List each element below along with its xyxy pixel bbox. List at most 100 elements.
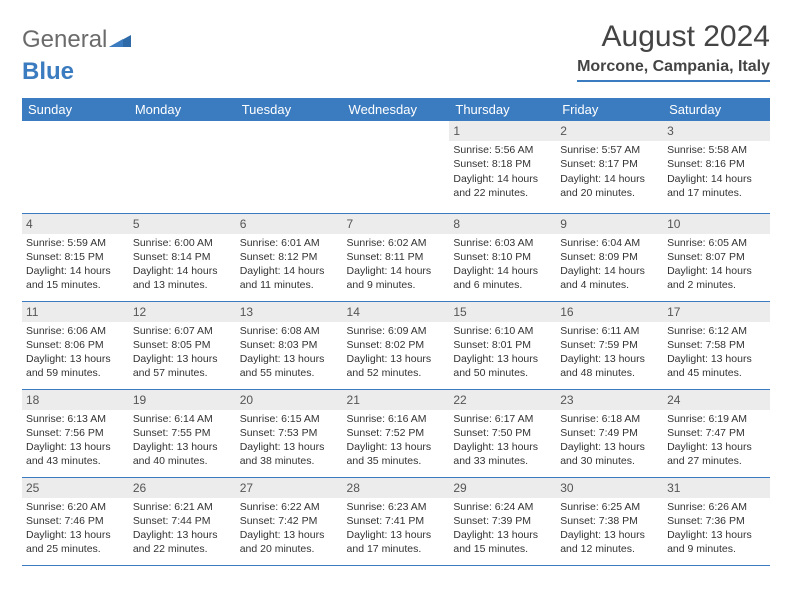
calendar-day-cell	[236, 121, 343, 213]
calendar-day-cell: 26Sunrise: 6:21 AMSunset: 7:44 PMDayligh…	[129, 477, 236, 565]
calendar-day-cell: 14Sunrise: 6:09 AMSunset: 8:02 PMDayligh…	[343, 301, 450, 389]
month-title: August 2024	[577, 20, 770, 54]
daylight-text: Daylight: 13 hours and 40 minutes.	[133, 440, 232, 468]
day-number: 29	[449, 478, 556, 498]
day-details: Sunrise: 5:58 AMSunset: 8:16 PMDaylight:…	[667, 143, 766, 200]
sunrise-text: Sunrise: 6:21 AM	[133, 500, 232, 514]
daylight-text: Daylight: 14 hours and 11 minutes.	[240, 264, 339, 292]
day-number: 22	[449, 390, 556, 410]
sunrise-text: Sunrise: 6:05 AM	[667, 236, 766, 250]
day-details: Sunrise: 6:07 AMSunset: 8:05 PMDaylight:…	[133, 324, 232, 381]
sunrise-text: Sunrise: 6:25 AM	[560, 500, 659, 514]
sunset-text: Sunset: 8:10 PM	[453, 250, 552, 264]
day-details: Sunrise: 6:15 AMSunset: 7:53 PMDaylight:…	[240, 412, 339, 469]
calendar-day-cell: 21Sunrise: 6:16 AMSunset: 7:52 PMDayligh…	[343, 389, 450, 477]
day-number: 5	[129, 214, 236, 234]
day-details: Sunrise: 6:17 AMSunset: 7:50 PMDaylight:…	[453, 412, 552, 469]
day-number: 31	[663, 478, 770, 498]
sunset-text: Sunset: 8:12 PM	[240, 250, 339, 264]
day-number: 15	[449, 302, 556, 322]
title-block: August 2024 Morcone, Campania, Italy	[577, 20, 770, 82]
sunset-text: Sunset: 7:59 PM	[560, 338, 659, 352]
calendar-day-cell: 13Sunrise: 6:08 AMSunset: 8:03 PMDayligh…	[236, 301, 343, 389]
day-number: 14	[343, 302, 450, 322]
sunrise-text: Sunrise: 6:09 AM	[347, 324, 446, 338]
sunrise-text: Sunrise: 6:01 AM	[240, 236, 339, 250]
sunset-text: Sunset: 7:39 PM	[453, 514, 552, 528]
day-number: 8	[449, 214, 556, 234]
sunrise-text: Sunrise: 6:15 AM	[240, 412, 339, 426]
day-details: Sunrise: 6:18 AMSunset: 7:49 PMDaylight:…	[560, 412, 659, 469]
daylight-text: Daylight: 14 hours and 17 minutes.	[667, 172, 766, 200]
sunset-text: Sunset: 7:42 PM	[240, 514, 339, 528]
day-number	[22, 121, 129, 141]
day-details: Sunrise: 6:25 AMSunset: 7:38 PMDaylight:…	[560, 500, 659, 557]
sunset-text: Sunset: 8:02 PM	[347, 338, 446, 352]
sunrise-text: Sunrise: 5:58 AM	[667, 143, 766, 157]
day-details: Sunrise: 6:19 AMSunset: 7:47 PMDaylight:…	[667, 412, 766, 469]
calendar-day-cell	[343, 121, 450, 213]
calendar-body: 1Sunrise: 5:56 AMSunset: 8:18 PMDaylight…	[22, 121, 770, 565]
daylight-text: Daylight: 14 hours and 13 minutes.	[133, 264, 232, 292]
daylight-text: Daylight: 13 hours and 50 minutes.	[453, 352, 552, 380]
calendar-day-cell: 22Sunrise: 6:17 AMSunset: 7:50 PMDayligh…	[449, 389, 556, 477]
day-details: Sunrise: 6:14 AMSunset: 7:55 PMDaylight:…	[133, 412, 232, 469]
day-details: Sunrise: 6:24 AMSunset: 7:39 PMDaylight:…	[453, 500, 552, 557]
day-number: 11	[22, 302, 129, 322]
day-number: 16	[556, 302, 663, 322]
calendar-day-cell: 19Sunrise: 6:14 AMSunset: 7:55 PMDayligh…	[129, 389, 236, 477]
sunset-text: Sunset: 8:18 PM	[453, 157, 552, 171]
sunset-text: Sunset: 7:52 PM	[347, 426, 446, 440]
sunset-text: Sunset: 8:11 PM	[347, 250, 446, 264]
calendar-day-cell: 6Sunrise: 6:01 AMSunset: 8:12 PMDaylight…	[236, 213, 343, 301]
calendar-day-cell: 10Sunrise: 6:05 AMSunset: 8:07 PMDayligh…	[663, 213, 770, 301]
day-details: Sunrise: 6:22 AMSunset: 7:42 PMDaylight:…	[240, 500, 339, 557]
calendar-day-cell: 4Sunrise: 5:59 AMSunset: 8:15 PMDaylight…	[22, 213, 129, 301]
day-number: 1	[449, 121, 556, 141]
sunset-text: Sunset: 8:14 PM	[133, 250, 232, 264]
calendar-week-row: 25Sunrise: 6:20 AMSunset: 7:46 PMDayligh…	[22, 477, 770, 565]
sunrise-text: Sunrise: 6:02 AM	[347, 236, 446, 250]
day-details: Sunrise: 6:03 AMSunset: 8:10 PMDaylight:…	[453, 236, 552, 293]
daylight-text: Daylight: 14 hours and 15 minutes.	[26, 264, 125, 292]
sunset-text: Sunset: 8:01 PM	[453, 338, 552, 352]
day-details: Sunrise: 6:10 AMSunset: 8:01 PMDaylight:…	[453, 324, 552, 381]
sunrise-text: Sunrise: 6:17 AM	[453, 412, 552, 426]
day-number: 21	[343, 390, 450, 410]
sunset-text: Sunset: 8:07 PM	[667, 250, 766, 264]
calendar-day-cell: 25Sunrise: 6:20 AMSunset: 7:46 PMDayligh…	[22, 477, 129, 565]
calendar-week-row: 18Sunrise: 6:13 AMSunset: 7:56 PMDayligh…	[22, 389, 770, 477]
day-details: Sunrise: 6:12 AMSunset: 7:58 PMDaylight:…	[667, 324, 766, 381]
daylight-text: Daylight: 13 hours and 38 minutes.	[240, 440, 339, 468]
day-details: Sunrise: 6:08 AMSunset: 8:03 PMDaylight:…	[240, 324, 339, 381]
daylight-text: Daylight: 13 hours and 48 minutes.	[560, 352, 659, 380]
brand-text: GeneralBlue	[22, 26, 131, 86]
sunrise-text: Sunrise: 6:06 AM	[26, 324, 125, 338]
daylight-text: Daylight: 14 hours and 9 minutes.	[347, 264, 446, 292]
day-number: 23	[556, 390, 663, 410]
day-number: 17	[663, 302, 770, 322]
day-number: 20	[236, 390, 343, 410]
day-number: 2	[556, 121, 663, 141]
calendar-day-cell: 31Sunrise: 6:26 AMSunset: 7:36 PMDayligh…	[663, 477, 770, 565]
day-number: 13	[236, 302, 343, 322]
daylight-text: Daylight: 13 hours and 45 minutes.	[667, 352, 766, 380]
sunset-text: Sunset: 8:09 PM	[560, 250, 659, 264]
daylight-text: Daylight: 14 hours and 20 minutes.	[560, 172, 659, 200]
day-number	[236, 121, 343, 141]
day-header: Wednesday	[343, 98, 450, 121]
sunset-text: Sunset: 7:56 PM	[26, 426, 125, 440]
calendar-day-cell: 2Sunrise: 5:57 AMSunset: 8:17 PMDaylight…	[556, 121, 663, 213]
brand-part1: General	[22, 26, 107, 53]
day-number: 18	[22, 390, 129, 410]
sunset-text: Sunset: 8:17 PM	[560, 157, 659, 171]
day-details: Sunrise: 6:06 AMSunset: 8:06 PMDaylight:…	[26, 324, 125, 381]
calendar-day-cell: 28Sunrise: 6:23 AMSunset: 7:41 PMDayligh…	[343, 477, 450, 565]
sunrise-text: Sunrise: 6:11 AM	[560, 324, 659, 338]
day-details: Sunrise: 6:16 AMSunset: 7:52 PMDaylight:…	[347, 412, 446, 469]
calendar-day-cell: 12Sunrise: 6:07 AMSunset: 8:05 PMDayligh…	[129, 301, 236, 389]
calendar-day-cell: 27Sunrise: 6:22 AMSunset: 7:42 PMDayligh…	[236, 477, 343, 565]
day-number: 9	[556, 214, 663, 234]
day-number: 3	[663, 121, 770, 141]
calendar-week-row: 1Sunrise: 5:56 AMSunset: 8:18 PMDaylight…	[22, 121, 770, 213]
